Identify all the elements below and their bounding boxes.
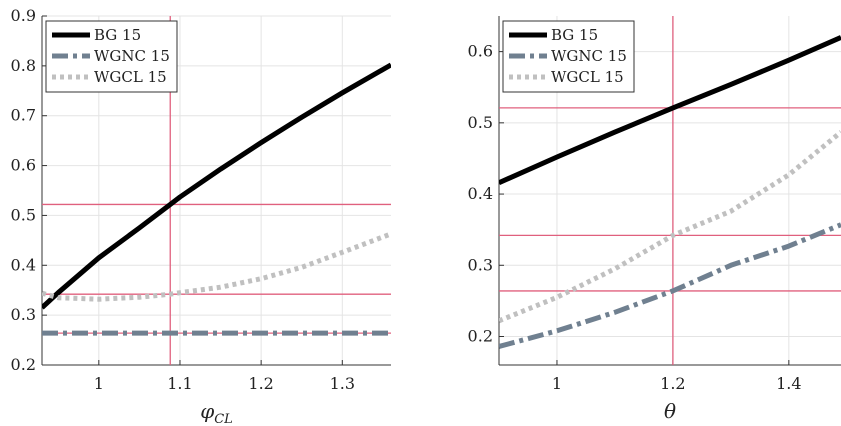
y-tick-label: 0.3 [468, 255, 493, 274]
y-tick-label: 0.5 [11, 205, 36, 224]
x-axis-label: φCL [200, 399, 233, 426]
legend-label: WGCL 15 [551, 68, 624, 86]
y-tick-label: 0.7 [11, 106, 36, 125]
legend-label: WGNC 15 [551, 47, 627, 65]
series-line-wgcl-15 [42, 231, 391, 302]
chart-1: 1 1.1 1.2 1.3 0.2 0.3 0.4 0.5 0.6 0.7 0.8 0.9 φCL BG … [11, 6, 391, 426]
y-tick-label: 0.4 [468, 184, 493, 203]
x-tick-label: 1.3 [330, 374, 355, 393]
y-tick-label: 0.6 [11, 156, 36, 175]
series-line-bg-15 [42, 62, 391, 310]
y-tick-label: 0.2 [11, 355, 36, 374]
chart-2: 1 1.2 1.4 0.2 0.3 0.4 0.5 0.6 θ BG 15 WGNC 15 WGCL … [468, 16, 841, 423]
legend-label: BG 15 [551, 26, 598, 44]
y-tick-label: 0.9 [11, 6, 36, 25]
y-tick-label: 0.8 [11, 56, 36, 75]
x-tick-label: 1.2 [660, 374, 685, 393]
y-tick-label: 0.2 [468, 327, 493, 346]
series-line-bg-15 [499, 35, 841, 185]
x-tick-label: 1.1 [167, 374, 192, 393]
series-line-wgcl-15 [499, 130, 841, 324]
y-tick-label: 0.3 [11, 305, 36, 324]
x-tick-label: 1.4 [776, 374, 801, 393]
legend-label: WGCL 15 [94, 68, 167, 86]
x-axis-label: θ [664, 399, 676, 423]
y-tick-label: 0.4 [11, 255, 36, 274]
y-tick-label: 0.6 [468, 42, 493, 61]
y-tick-label: 0.5 [468, 113, 493, 132]
series-line-wgnc-15 [499, 222, 841, 349]
x-tick-label: 1 [94, 374, 104, 393]
legend: BG 15 WGNC 15 WGCL 15 [45, 20, 178, 93]
legend-label: BG 15 [94, 26, 141, 44]
x-axis-label-subscript: CL [214, 412, 233, 426]
x-tick-label: 1.2 [248, 374, 273, 393]
legend-label: WGNC 15 [94, 47, 170, 65]
legend: BG 15 WGNC 15 WGCL 15 [502, 20, 635, 93]
x-tick-label: 1 [552, 374, 562, 393]
